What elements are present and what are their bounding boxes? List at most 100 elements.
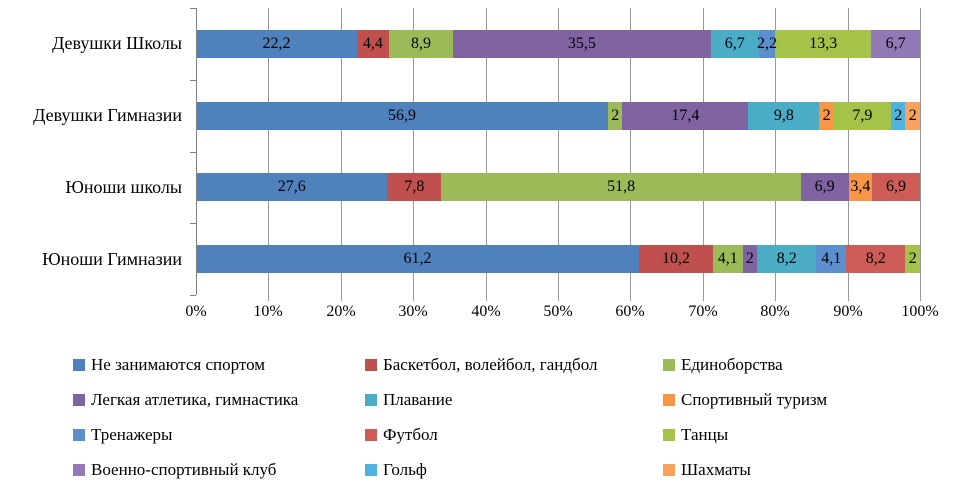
bar-segment: 2,2	[757, 29, 777, 58]
gridline	[413, 8, 414, 301]
data-label: 4,1	[717, 250, 738, 268]
bar-segment: 2	[607, 101, 623, 130]
legend-label: Танцы	[681, 425, 729, 444]
value-axis-tick-label: 0%	[185, 303, 207, 320]
category-band: 61,2 10,2 4,1 2 8,2 4,1 8,2 2	[196, 223, 920, 295]
data-label: 2	[745, 250, 754, 268]
bar-segment: 6,9	[800, 173, 849, 202]
legend-item: Баскетбол, волейбол, гандбол	[365, 355, 597, 375]
legend-label: Единоборства	[681, 355, 783, 374]
legend-label: Гольф	[383, 460, 427, 479]
legend-label: Военно-спортивный клуб	[91, 460, 277, 479]
data-label: 10,2	[662, 250, 690, 268]
category-label: Девушки Школы	[52, 33, 182, 54]
bar-segment: 6,9	[872, 173, 920, 202]
legend-item: Единоборства	[663, 355, 783, 375]
bar-segment: 8,9	[388, 29, 454, 58]
category-axis-line	[196, 8, 197, 295]
legend-swatch-icon	[73, 429, 85, 441]
gridline	[268, 8, 269, 301]
legend-item: Не занимаются спортом	[73, 355, 265, 375]
legend-swatch-icon	[73, 359, 85, 371]
axis-tick	[190, 295, 196, 296]
bar-segment: 4,4	[356, 29, 389, 58]
data-label: 2	[894, 106, 903, 124]
legend-item: Танцы	[663, 425, 728, 445]
value-axis-tick-label: 10%	[253, 303, 283, 320]
legend-item: Шахматы	[663, 460, 751, 480]
category-band: 56,9 2 17,4 9,8 2 7,9 2 2	[196, 80, 920, 152]
data-label: 2	[822, 106, 831, 124]
category-label-band: Юноши школы	[0, 152, 182, 224]
gridline	[486, 8, 487, 301]
legend-label: Не занимаются спортом	[91, 355, 266, 374]
stacked-bar: 27,6 7,8 51,8 6,9 3,4 6,9	[196, 173, 920, 202]
bar-segment: 22,2	[196, 29, 357, 58]
data-label: 6,7	[724, 34, 745, 52]
legend-label: Тренажеры	[91, 425, 173, 444]
value-axis-tick-label: 70%	[688, 303, 718, 320]
axis-tick	[190, 152, 196, 153]
value-axis-tick-label: 20%	[326, 303, 356, 320]
bar-segment: 7,9	[833, 101, 891, 130]
legend-item: Легкая атлетика, гимнастика	[73, 390, 298, 410]
legend-item: Военно-спортивный клуб	[73, 460, 276, 480]
category-label: Юноши школы	[65, 176, 182, 197]
value-axis-tick-label: 90%	[833, 303, 863, 320]
bar-segment: 6,7	[710, 29, 760, 58]
axis-tick	[190, 223, 196, 224]
bar-segment: 35,5	[453, 29, 711, 58]
gridline	[920, 8, 921, 301]
bar-segment: 51,8	[441, 173, 801, 202]
data-label: 3,4	[850, 178, 871, 196]
legend-swatch-icon	[663, 359, 675, 371]
data-label: 22,2	[262, 34, 291, 52]
category-label: Девушки Гимназии	[33, 105, 182, 126]
data-label: 2	[908, 106, 917, 124]
bar-segment: 61,2	[196, 245, 640, 274]
bar-series-container: 22,2 4,4 8,9 35,5 6,7 2,2 13,3 6,7 56,9 2 17,4 9,8 2…	[196, 8, 920, 295]
bar-segment: 13,3	[775, 29, 872, 58]
plot-area: 22,2 4,4 8,9 35,5 6,7 2,2 13,3 6,7 56,9 2 17,4 9,8 2…	[196, 8, 921, 301]
legend-swatch-icon	[663, 464, 675, 476]
legend-swatch-icon	[365, 464, 377, 476]
data-label: 4,1	[821, 250, 842, 268]
legend-swatch-icon	[365, 359, 377, 371]
bar-segment: 7,8	[387, 173, 442, 202]
legend-swatch-icon	[73, 464, 85, 476]
value-axis-tick-label: 60%	[615, 303, 645, 320]
legend-label: Футбол	[383, 425, 438, 444]
value-axis-tick-label: 40%	[471, 303, 501, 320]
data-label: 13,3	[809, 34, 838, 52]
gridline	[558, 8, 559, 301]
data-label: 8,2	[865, 250, 886, 268]
category-label-band: Юноши Гимназии	[0, 223, 182, 295]
legend-label: Шахматы	[681, 460, 751, 479]
bar-segment: 2	[742, 245, 758, 274]
gridline	[775, 8, 776, 301]
category-band: 22,2 4,4 8,9 35,5 6,7 2,2 13,3 6,7	[196, 8, 920, 80]
category-axis-labels: Девушки Школы Девушки Гимназии Юноши школы…	[0, 8, 182, 295]
axis-tick	[190, 8, 196, 9]
axis-tick	[190, 80, 196, 81]
data-label: 17,4	[671, 106, 700, 124]
data-label: 7,8	[404, 178, 425, 196]
legend-swatch-icon	[663, 429, 675, 441]
stacked-bar: 22,2 4,4 8,9 35,5 6,7 2,2 13,3 6,7	[196, 29, 920, 58]
value-axis-tick-label: 100%	[901, 303, 939, 320]
gridline	[341, 8, 342, 301]
bar-segment: 2	[905, 101, 920, 130]
data-label: 35,5	[567, 34, 596, 52]
legend-item: Тренажеры	[73, 425, 172, 445]
bar-segment: 10,2	[639, 245, 713, 274]
bar-segment: 2	[819, 101, 834, 130]
data-label: 2	[611, 106, 620, 124]
bar-segment: 9,8	[748, 101, 820, 130]
data-label: 7,9	[852, 106, 873, 124]
gridline	[703, 8, 704, 301]
legend-swatch-icon	[663, 394, 675, 406]
data-label: 2	[908, 250, 917, 268]
data-label: 9,8	[773, 106, 794, 124]
bar-segment: 3,4	[848, 173, 873, 202]
data-label: 6,9	[814, 178, 835, 196]
